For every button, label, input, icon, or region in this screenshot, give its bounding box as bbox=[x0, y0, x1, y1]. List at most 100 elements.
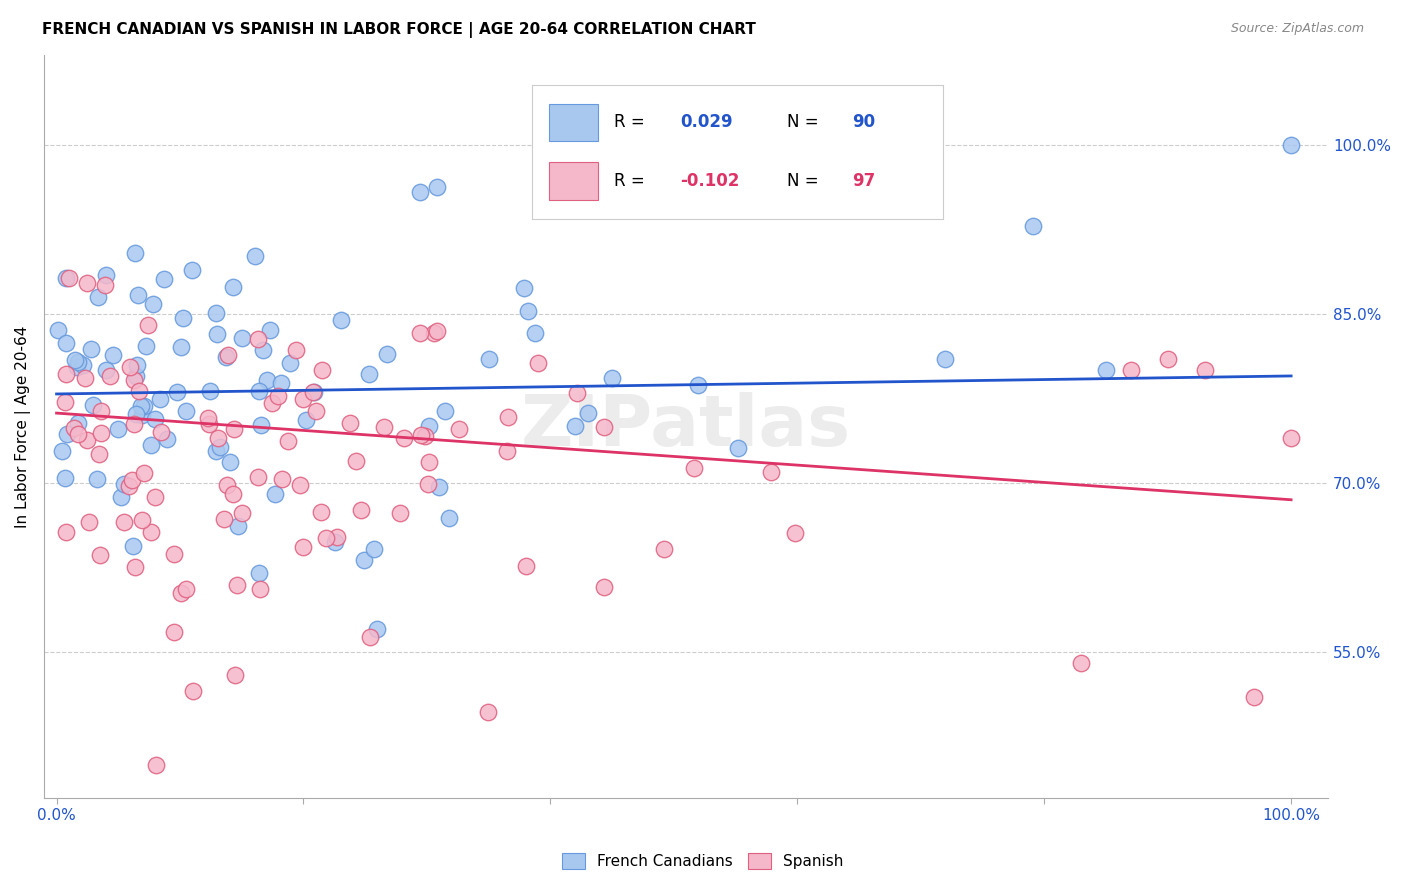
Point bbox=[120, 360, 142, 375]
Point bbox=[247, 566, 270, 581]
Point bbox=[62, 421, 84, 435]
Point bbox=[207, 431, 229, 445]
Point bbox=[55, 395, 77, 409]
Point bbox=[141, 525, 163, 540]
Point bbox=[166, 384, 188, 399]
Point bbox=[98, 369, 121, 384]
Point bbox=[565, 386, 588, 401]
Point bbox=[143, 411, 166, 425]
Point bbox=[277, 434, 299, 448]
Point bbox=[284, 343, 307, 357]
Point bbox=[86, 472, 108, 486]
Point bbox=[67, 427, 90, 442]
Point bbox=[222, 280, 245, 294]
Point bbox=[224, 668, 246, 682]
Point bbox=[524, 326, 547, 340]
Point bbox=[55, 525, 77, 540]
Point bbox=[205, 326, 228, 341]
Point bbox=[243, 249, 266, 263]
Point bbox=[247, 384, 270, 398]
Point bbox=[934, 352, 956, 367]
Point bbox=[131, 513, 153, 527]
Point bbox=[373, 420, 395, 434]
Point bbox=[1021, 219, 1043, 234]
Point bbox=[231, 330, 253, 344]
Point bbox=[217, 347, 239, 361]
Point bbox=[363, 541, 385, 556]
Point bbox=[205, 444, 228, 458]
Point bbox=[205, 306, 228, 320]
Point bbox=[122, 539, 145, 553]
Point bbox=[86, 290, 108, 304]
Point bbox=[90, 426, 112, 441]
Point bbox=[112, 516, 135, 530]
Point bbox=[270, 472, 292, 486]
Point bbox=[55, 335, 77, 350]
Point bbox=[409, 427, 432, 442]
Point bbox=[311, 505, 333, 519]
Point bbox=[101, 348, 124, 362]
Point bbox=[153, 271, 176, 285]
Point bbox=[246, 332, 269, 346]
Point bbox=[326, 530, 349, 544]
Point bbox=[418, 455, 440, 469]
Point bbox=[63, 353, 86, 368]
Point bbox=[66, 360, 89, 375]
Point bbox=[143, 491, 166, 505]
Point bbox=[291, 392, 314, 406]
Point bbox=[477, 352, 499, 367]
Point bbox=[246, 470, 269, 484]
Point bbox=[291, 540, 314, 554]
Point bbox=[727, 442, 749, 456]
Point bbox=[94, 362, 117, 376]
Point bbox=[1119, 363, 1142, 377]
Point bbox=[496, 444, 519, 458]
Point bbox=[270, 376, 292, 390]
Point bbox=[224, 422, 246, 436]
Point bbox=[107, 422, 129, 436]
Point bbox=[76, 433, 98, 447]
Point bbox=[226, 578, 249, 592]
Text: Source: ZipAtlas.com: Source: ZipAtlas.com bbox=[1230, 22, 1364, 36]
Point bbox=[219, 455, 242, 469]
Point bbox=[353, 553, 375, 567]
Point bbox=[264, 487, 287, 501]
Point bbox=[77, 515, 100, 529]
Point bbox=[128, 384, 150, 399]
Point bbox=[1279, 431, 1302, 445]
Point bbox=[118, 478, 141, 492]
Point bbox=[1095, 363, 1118, 377]
Point bbox=[55, 368, 77, 382]
Point bbox=[174, 582, 197, 596]
Point bbox=[163, 624, 186, 639]
Point bbox=[132, 399, 155, 413]
Point bbox=[339, 416, 361, 430]
Point bbox=[249, 582, 271, 596]
Point bbox=[593, 420, 616, 434]
Point bbox=[134, 467, 156, 481]
Point bbox=[515, 559, 537, 574]
Point bbox=[172, 311, 194, 326]
Point bbox=[181, 263, 204, 277]
Point bbox=[600, 370, 623, 384]
Point bbox=[413, 429, 436, 443]
Point bbox=[1194, 363, 1216, 377]
Point bbox=[375, 346, 398, 360]
Point bbox=[252, 343, 274, 357]
Point bbox=[652, 541, 675, 556]
Point bbox=[66, 416, 89, 430]
Point bbox=[311, 363, 333, 377]
Point bbox=[576, 406, 599, 420]
Point bbox=[759, 465, 782, 479]
Point bbox=[125, 368, 148, 383]
Point bbox=[426, 324, 449, 338]
Point bbox=[142, 297, 165, 311]
Point bbox=[1156, 352, 1178, 367]
Point bbox=[305, 404, 328, 418]
Text: ZIPatlas: ZIPatlas bbox=[522, 392, 851, 461]
Point bbox=[259, 323, 281, 337]
Point bbox=[249, 418, 271, 433]
Point bbox=[423, 326, 446, 340]
Point bbox=[496, 409, 519, 424]
Point bbox=[785, 526, 807, 541]
